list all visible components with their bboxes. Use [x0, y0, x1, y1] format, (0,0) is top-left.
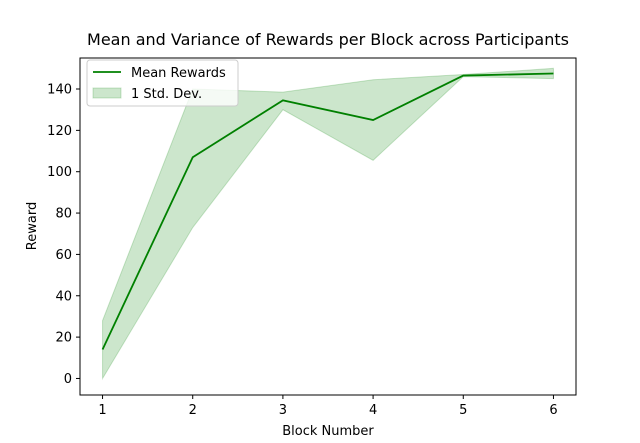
- x-tick-label: 2: [189, 403, 197, 418]
- y-tick-label: 120: [47, 124, 72, 139]
- legend-label-std-dev: 1 Std. Dev.: [131, 87, 202, 102]
- legend: Mean Rewards 1 Std. Dev.: [86, 59, 239, 107]
- y-tick-label: 100: [47, 165, 72, 180]
- legend-box: [86, 59, 239, 107]
- y-tick-label: 20: [55, 331, 72, 346]
- x-tick-label: 4: [369, 403, 377, 418]
- x-tick-label: 5: [459, 403, 467, 418]
- mean-rewards-line: [101, 72, 554, 350]
- x-tick-label: 6: [549, 403, 557, 418]
- y-tick-label: 0: [64, 372, 72, 387]
- y-tick-label: 140: [47, 83, 72, 98]
- legend-label-mean-rewards: Mean Rewards: [131, 66, 226, 81]
- x-tick-label: 1: [98, 403, 106, 418]
- y-axis-label: Reward: [25, 202, 40, 250]
- plot-area: [79, 57, 577, 396]
- y-tick-label: 60: [55, 248, 72, 263]
- std-dev-band: [102, 67, 554, 381]
- x-axis-label: Block Number: [282, 424, 374, 439]
- x-tick-label: 3: [279, 403, 287, 418]
- axes-frame: [79, 57, 577, 396]
- y-tick-label: 80: [55, 207, 72, 222]
- y-tick-label: 40: [55, 289, 72, 304]
- chart-title: Mean and Variance of Rewards per Block a…: [87, 30, 569, 49]
- y-axis-ticks: 0 20 40 60 80 100 120 140: [47, 83, 80, 387]
- legend-swatch-std-dev: [92, 87, 122, 99]
- x-axis-ticks: 1 2 3 4 5 6: [98, 395, 558, 418]
